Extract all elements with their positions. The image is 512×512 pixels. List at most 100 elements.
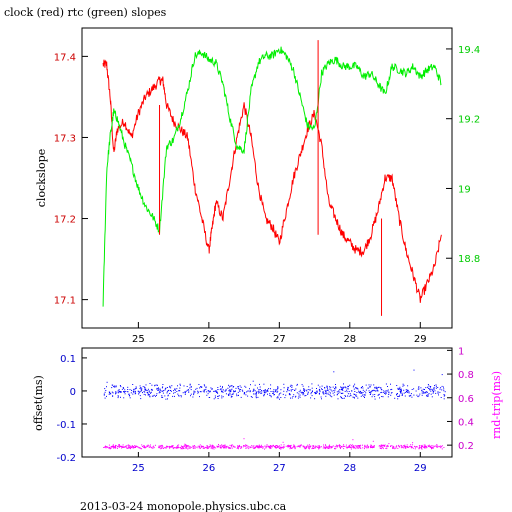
scatter-point — [419, 447, 421, 448]
scatter-point — [257, 446, 259, 448]
scatter-point — [342, 389, 344, 391]
scatter-point — [313, 448, 314, 449]
scatter-point — [236, 395, 238, 397]
scatter-point — [226, 445, 228, 447]
scatter-point — [361, 392, 363, 394]
scatter-point — [178, 444, 180, 446]
scatter-point — [324, 389, 326, 391]
scatter-point — [189, 446, 191, 447]
scatter-point — [339, 447, 341, 448]
scatter-point — [430, 446, 432, 448]
scatter-point — [326, 393, 328, 395]
scatter-point — [215, 391, 217, 393]
scatter-point — [426, 446, 428, 448]
scatter-point — [151, 395, 153, 397]
scatter-point — [192, 448, 194, 449]
scatter-point — [167, 445, 169, 447]
scatter-point — [370, 447, 371, 449]
scatter-point — [234, 446, 236, 448]
scatter-point — [165, 398, 167, 400]
scatter-point — [128, 446, 130, 448]
scatter-point — [394, 397, 396, 399]
scatter-point — [186, 445, 187, 447]
scatter-point — [243, 438, 245, 440]
scatter-point — [228, 447, 230, 449]
scatter-point — [270, 446, 272, 448]
scatter-point — [237, 386, 239, 388]
scatter-point — [156, 394, 157, 396]
scatter-point — [216, 391, 217, 393]
scatter-point — [269, 445, 270, 447]
scatter-point — [222, 386, 223, 388]
scatter-point — [253, 445, 255, 447]
scatter-point — [354, 445, 356, 447]
scatter-point — [127, 386, 129, 388]
scatter-point — [139, 447, 141, 449]
scatter-point — [315, 447, 317, 449]
scatter-point — [231, 444, 233, 446]
bottom-y-left-tick-label: 0 — [70, 387, 76, 398]
scatter-point — [134, 391, 136, 392]
scatter-point — [272, 392, 274, 394]
scatter-point — [185, 447, 187, 448]
scatter-point — [371, 445, 373, 447]
scatter-point — [428, 385, 430, 387]
scatter-point — [383, 444, 385, 446]
scatter-point — [344, 386, 346, 388]
scatter-point — [254, 390, 256, 392]
scatter-point — [233, 446, 235, 448]
scatter-point — [319, 391, 321, 393]
scatter-point — [121, 388, 123, 390]
scatter-point — [358, 445, 360, 447]
scatter-point — [305, 395, 307, 396]
scatter-point — [103, 393, 105, 395]
scatter-point — [204, 390, 206, 392]
scatter-point — [435, 384, 437, 386]
scatter-point — [307, 392, 309, 394]
scatter-point — [358, 445, 360, 447]
scatter-point — [298, 395, 300, 397]
scatter-point — [397, 398, 399, 400]
scatter-point — [168, 446, 170, 448]
scatter-point — [250, 384, 251, 386]
scatter-point — [357, 397, 359, 399]
scatter-point — [342, 398, 344, 399]
scatter-point — [311, 448, 313, 450]
scatter-point — [141, 444, 143, 446]
scatter-point — [381, 446, 383, 448]
scatter-point — [293, 445, 295, 446]
scatter-point — [256, 391, 258, 393]
scatter-point — [374, 398, 376, 400]
scatter-point — [338, 446, 340, 447]
scatter-point — [202, 445, 204, 447]
scatter-point — [304, 446, 306, 448]
scatter-point — [278, 394, 280, 396]
top-chart-frame — [81, 27, 453, 329]
scatter-point — [165, 447, 167, 449]
scatter-point — [210, 387, 212, 389]
scatter-point — [390, 446, 391, 447]
scatter-point — [228, 394, 229, 396]
scatter-point — [127, 391, 129, 393]
scatter-point — [245, 386, 247, 388]
scatter-point — [289, 394, 291, 396]
scatter-point — [224, 445, 226, 447]
scatter-point — [229, 386, 231, 388]
scatter-point — [111, 384, 113, 386]
scatter-point — [354, 394, 356, 395]
scatter-point — [119, 390, 120, 392]
scatter-point — [425, 387, 427, 389]
scatter-point — [426, 391, 427, 393]
scatter-point — [124, 391, 126, 393]
scatter-point — [217, 389, 219, 391]
scatter-point — [396, 445, 397, 447]
scatter-point — [443, 394, 445, 396]
scatter-point — [203, 446, 205, 448]
scatter-point — [244, 385, 246, 387]
scatter-point — [149, 383, 151, 384]
scatter-point — [259, 445, 261, 447]
scatter-point — [403, 392, 405, 394]
scatter-point — [171, 385, 173, 387]
scatter-point — [148, 445, 150, 447]
scatter-point — [424, 444, 426, 446]
